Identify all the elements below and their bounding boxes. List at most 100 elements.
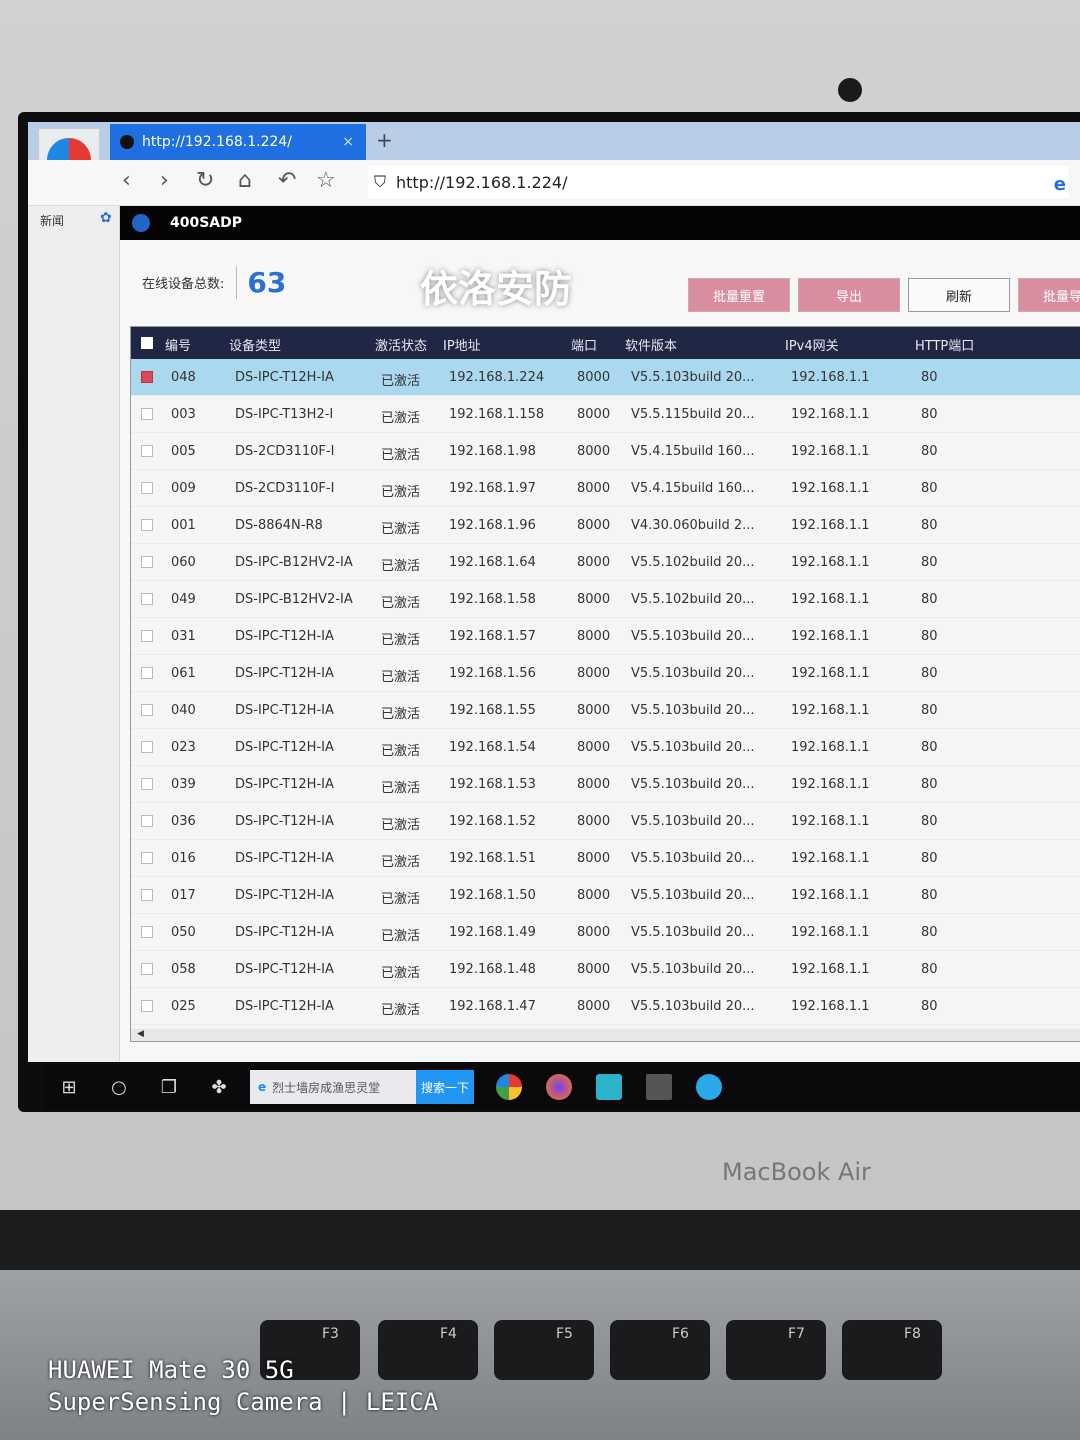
shield-icon: ⛉ [374,172,387,191]
column-header-ip[interactable]: IP地址 [443,339,481,354]
browser-tab[interactable]: http://192.168.1.224/ × [110,124,366,160]
cell-http-port: 80 [921,370,938,385]
cortana-icon[interactable]: ○ [111,1076,127,1098]
search-button[interactable]: 搜索一下 [416,1070,474,1104]
row-checkbox[interactable] [141,630,153,642]
taskbar-search-input[interactable]: e 烈士墙房成渔思灵堂 [250,1070,416,1104]
row-checkbox[interactable] [141,371,153,383]
export-button[interactable]: 导出 [798,278,900,312]
browser-taskbar-icon[interactable] [496,1074,522,1100]
cell-id: 048 [171,370,196,385]
table-row[interactable]: 023 DS-IPC-T12H-IA 已激活 192.168.1.54 8000 V5.5… [131,729,1080,766]
row-checkbox[interactable] [141,704,153,716]
table-row[interactable]: 003 DS-IPC-T13H2-I 已激活 192.168.1.158 8000 V5.… [131,396,1080,433]
table-row[interactable]: 025 DS-IPC-T12H-IA 已激活 192.168.1.47 8000 V5.5… [131,988,1080,1025]
undo-icon[interactable]: ↶ [278,168,297,193]
table-row[interactable]: 049 DS-IPC-B12HV2-IA 已激活 192.168.1.58 8000 V5… [131,581,1080,618]
column-header-firmware[interactable]: 软件版本 [625,339,678,354]
table-row[interactable]: 001 DS-8864N-R8 已激活 192.168.1.96 8000 V4.30.0… [131,507,1080,544]
table-row[interactable]: 005 DS-2CD3110F-I 已激活 192.168.1.98 8000 V5.4.… [131,433,1080,470]
column-header-status[interactable]: 激活状态 [375,339,428,354]
app-title: 400SADP [170,215,243,231]
row-checkbox[interactable] [141,815,153,827]
table-row[interactable]: 009 DS-2CD3110F-I 已激活 192.168.1.97 8000 V5.4.… [131,470,1080,507]
cell-port: 8000 [577,851,611,866]
row-checkbox[interactable] [141,667,153,679]
cell-id: 040 [171,703,196,718]
cell-firmware: V5.5.103build 20... [631,666,755,681]
cell-gateway: 192.168.1.1 [791,592,870,607]
key-f6: F6 [610,1320,710,1380]
new-tab-button[interactable]: + [376,128,393,152]
select-all-checkbox[interactable] [141,337,153,349]
row-checkbox[interactable] [141,926,153,938]
task-view-icon[interactable]: ❐ [160,1076,178,1098]
device-table: 编号 设备类型 激活状态 IP地址 端口 软件版本 IPv4网关 HTTP端口 048 DS-I… [130,326,1080,1042]
cell-ip: 192.168.1.51 [449,851,536,866]
cell-id: 058 [171,962,196,977]
back-icon[interactable]: ‹ [122,168,131,193]
table-row[interactable]: 060 DS-IPC-B12HV2-IA 已激活 192.168.1.64 8000 V5… [131,544,1080,581]
cell-status: 已激活 [381,596,421,611]
row-checkbox[interactable] [141,519,153,531]
row-checkbox[interactable] [141,741,153,753]
cell-port: 8000 [577,740,611,755]
horizontal-scrollbar[interactable]: ◀ [131,1029,1080,1041]
tab-title: http://192.168.1.224/ [142,134,293,150]
table-row[interactable]: 016 DS-IPC-T12H-IA 已激活 192.168.1.51 8000 V5.5… [131,840,1080,877]
cell-device-type: DS-IPC-T12H-IA [235,999,334,1014]
column-header-http-port[interactable]: HTTP端口 [915,339,975,354]
cell-ip: 192.168.1.57 [449,629,536,644]
key-f4: F4 [378,1320,478,1380]
table-row[interactable]: 058 DS-IPC-T12H-IA 已激活 192.168.1.48 8000 V5.5… [131,951,1080,988]
close-tab-icon[interactable]: × [342,134,354,150]
column-header-gateway[interactable]: IPv4网关 [785,339,839,354]
baidu-paw-icon[interactable]: ✿ [100,210,112,226]
app-window-icon[interactable] [596,1074,622,1100]
batch-reset-button[interactable]: 批量重置 [688,278,790,312]
row-checkbox[interactable] [141,408,153,420]
table-row[interactable]: 050 DS-IPC-T12H-IA 已激活 192.168.1.49 8000 V5.5… [131,914,1080,951]
batch-export-button[interactable]: 批量导出 [1018,278,1080,312]
refresh-button[interactable]: 刷新 [908,278,1010,312]
ie-icon[interactable]: e [1053,174,1066,195]
table-row[interactable]: 048 DS-IPC-T12H-IA 已激活 192.168.1.224 8000 V5.… [131,359,1080,396]
row-checkbox[interactable] [141,556,153,568]
column-header-port[interactable]: 端口 [571,339,598,354]
sidebar-item-news[interactable]: 新闻 [40,214,65,228]
table-row[interactable]: 036 DS-IPC-T12H-IA 已激活 192.168.1.52 8000 V5.5… [131,803,1080,840]
table-row[interactable]: 040 DS-IPC-T12H-IA 已激活 192.168.1.55 8000 V5.5… [131,692,1080,729]
cell-ip: 192.168.1.56 [449,666,536,681]
windows-start-icon[interactable]: ⊞ [61,1076,77,1098]
cell-status: 已激活 [381,744,421,759]
forward-icon[interactable]: › [160,168,169,193]
row-checkbox[interactable] [141,593,153,605]
cell-device-type: DS-IPC-T12H-IA [235,666,334,681]
row-checkbox[interactable] [141,482,153,494]
row-checkbox[interactable] [141,889,153,901]
refresh-icon[interactable]: ↻ [196,168,215,193]
row-checkbox[interactable] [141,1000,153,1012]
row-checkbox[interactable] [141,963,153,975]
firefox-icon[interactable] [546,1074,572,1100]
sadp-taskbar-icon[interactable] [696,1074,722,1100]
cell-device-type: DS-2CD3110F-I [235,444,335,459]
cell-http-port: 80 [921,481,938,496]
table-row[interactable]: 039 DS-IPC-T12H-IA 已激活 192.168.1.53 8000 V5.5… [131,766,1080,803]
home-icon[interactable]: ⌂ [238,168,252,193]
column-header-id[interactable]: 编号 [165,339,192,354]
ie-search-icon: e [258,1080,267,1094]
table-row[interactable]: 061 DS-IPC-T12H-IA 已激活 192.168.1.56 8000 V5.5… [131,655,1080,692]
cell-gateway: 192.168.1.1 [791,777,870,792]
address-bar[interactable]: ⛉ http://192.168.1.224/ [368,166,1068,198]
fan-app-icon[interactable]: ✤ [211,1076,227,1098]
table-row[interactable]: 017 DS-IPC-T12H-IA 已激活 192.168.1.50 8000 V5.5… [131,877,1080,914]
terminal-icon[interactable] [646,1074,672,1100]
table-row[interactable]: 031 DS-IPC-T12H-IA 已激活 192.168.1.57 8000 V5.5… [131,618,1080,655]
column-header-device-type[interactable]: 设备类型 [229,339,282,354]
row-checkbox[interactable] [141,778,153,790]
cell-firmware: V5.5.103build 20... [631,777,755,792]
star-icon[interactable]: ☆ [316,168,336,193]
row-checkbox[interactable] [141,852,153,864]
row-checkbox[interactable] [141,445,153,457]
